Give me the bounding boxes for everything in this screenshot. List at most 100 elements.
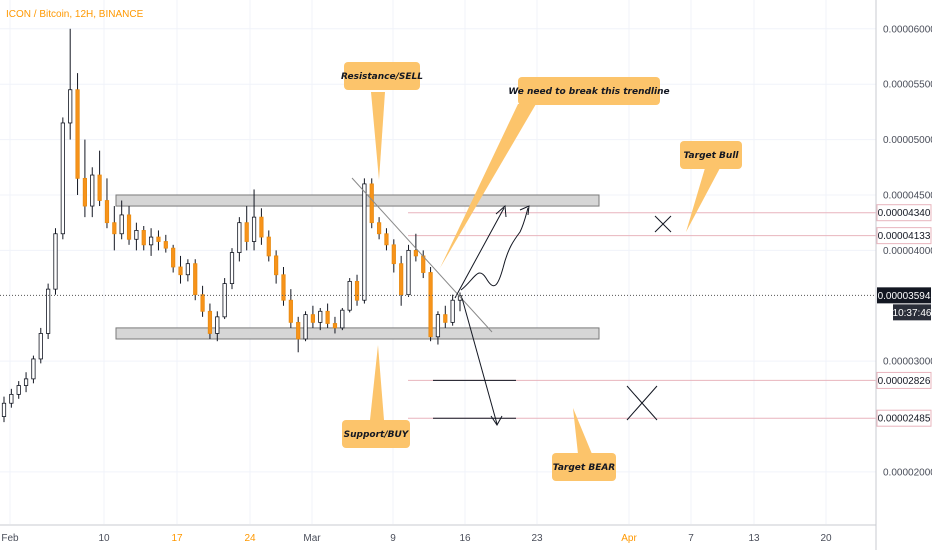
candle-body <box>266 236 271 257</box>
target-bull-callout-label: Target Bull <box>683 151 739 161</box>
drawings <box>351 177 672 426</box>
candle-body <box>391 244 396 265</box>
candle-body <box>215 316 220 334</box>
candle-body <box>318 310 323 323</box>
candle-body <box>68 89 73 124</box>
candle-body <box>413 249 418 257</box>
candle-body <box>354 280 360 301</box>
candle-body <box>46 288 51 334</box>
candle-body <box>288 299 293 323</box>
x-tick-label: Apr <box>621 533 637 544</box>
support-zone <box>115 327 600 340</box>
candle-body <box>156 236 161 242</box>
price-tag-box <box>876 409 932 427</box>
candle-body <box>229 252 235 285</box>
x-tick-label: 9 <box>390 533 396 544</box>
candle-body <box>435 314 441 338</box>
candle-body <box>450 299 455 323</box>
y-tick-label: 0.00006000 <box>883 24 932 35</box>
y-tick-label: 0.00003000 <box>883 357 932 368</box>
bear-arrow-path <box>461 297 498 425</box>
y-tick-label: 0.00005500 <box>883 80 932 91</box>
support-callout: Support/BUY <box>342 345 410 448</box>
price-axis-bg <box>876 0 932 550</box>
candle-body <box>369 183 374 224</box>
candle-body <box>75 89 80 179</box>
candle-body <box>362 183 367 301</box>
price-axis: 0.00006000 0.00005500 0.00005000 0.00004500… <box>875 0 932 550</box>
callouts: Resistance/SELL Support/BUY We need to b… <box>341 62 742 481</box>
grid-lines <box>0 0 876 524</box>
candle-body <box>38 333 43 360</box>
candle-body <box>207 310 213 334</box>
x-tick-label: Mar <box>303 533 321 544</box>
candle-body <box>340 309 345 329</box>
target-bear-callout: Target BEAR <box>552 408 616 481</box>
candle-body <box>200 294 205 312</box>
candle-body <box>325 310 330 324</box>
x-tick-label: 13 <box>748 533 760 544</box>
price-tag-label: 0.00002826 <box>878 376 931 387</box>
candle-body <box>185 263 190 276</box>
x-tick-label: 20 <box>820 533 832 544</box>
x-tick-label: 7 <box>688 533 694 544</box>
time-axis: Feb 10 17 24 Mar 9 16 23 Apr 7 13 20 <box>0 524 876 544</box>
bull-wave-path <box>460 207 529 291</box>
candle-body <box>23 378 29 386</box>
countdown-tag <box>893 304 931 321</box>
candle-body <box>82 177 88 207</box>
candle-body <box>222 283 227 318</box>
candle-body <box>1 402 7 417</box>
y-tick-label: 0.00005000 <box>883 135 932 146</box>
countdown-label: 10:37:46 <box>893 308 932 319</box>
x-tick-label: 17 <box>171 533 183 544</box>
candle-body <box>259 216 264 238</box>
price-tag-label: 0.00004133 <box>878 231 931 242</box>
price-tag-box <box>876 227 932 245</box>
candle-body <box>399 263 404 296</box>
candle-body <box>90 174 95 207</box>
candle-body <box>310 314 316 323</box>
x-tick-label: 16 <box>459 533 471 544</box>
candle-body <box>296 321 301 340</box>
bull-arrow-head <box>495 204 507 218</box>
current-price-marker: 0.00003594 10:37:46 <box>0 287 932 321</box>
y-tick-label: 0.00004000 <box>883 246 932 257</box>
current-price-label: 0.00003594 <box>878 291 931 302</box>
x-tick-label: 24 <box>244 533 256 544</box>
candle-body <box>9 393 14 404</box>
resistance-zone <box>115 194 600 207</box>
resistance-callout-label: Resistance/SELL <box>341 72 423 82</box>
symbol-title: ICON / Bitcoin, 12H, BINANCE <box>6 9 144 20</box>
bull-arrow-path <box>454 207 505 299</box>
candles <box>1 28 463 423</box>
y-tick-label: 0.00004500 <box>883 190 932 201</box>
candle-body <box>60 122 65 235</box>
trendline-callout-label: We need to break this trendline <box>508 87 669 97</box>
candle-body <box>126 214 132 240</box>
price-tags: 0.00004340 0.00004133 0.00002826 0.00002485 <box>876 204 932 427</box>
candle-body <box>303 314 308 340</box>
candle-body <box>376 222 382 235</box>
candle-body <box>16 385 21 395</box>
candle-body <box>244 222 249 242</box>
sr-zones <box>115 194 600 340</box>
bear-arrow-head <box>490 415 503 426</box>
candle-body <box>134 230 139 240</box>
candle-body <box>148 236 154 246</box>
price-tag-label: 0.00002485 <box>878 414 931 425</box>
candle-body <box>104 200 110 224</box>
candle-body <box>112 222 117 235</box>
current-price-tag <box>877 287 931 304</box>
candle-body <box>281 274 286 301</box>
bull-target-cross <box>654 215 672 233</box>
bear-target-cross <box>626 385 658 421</box>
support-callout-label: Support/BUY <box>344 430 410 440</box>
target-bull-callout: Target Bull <box>680 141 742 232</box>
candle-body <box>251 216 257 242</box>
candle-body <box>332 323 338 329</box>
price-tag-box <box>876 371 932 389</box>
resistance-callout: Resistance/SELL <box>341 62 423 180</box>
